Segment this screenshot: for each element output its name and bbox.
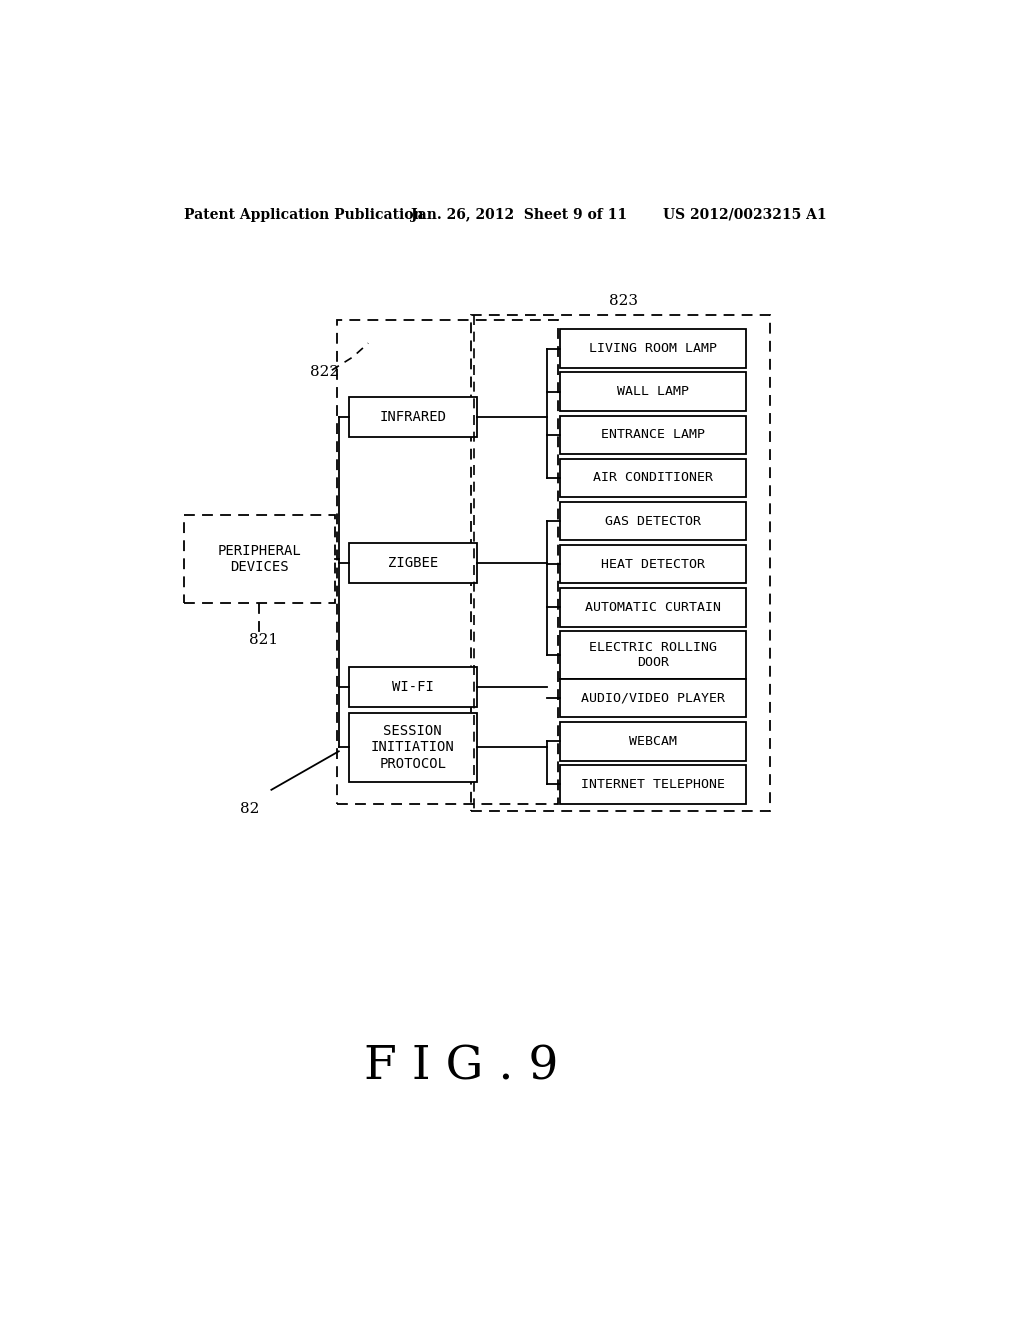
Bar — [471, 314, 770, 812]
Text: 822: 822 — [310, 364, 339, 379]
Bar — [560, 330, 746, 368]
Text: AIR CONDITIONER: AIR CONDITIONER — [594, 471, 714, 484]
Text: PERIPHERAL
DEVICES: PERIPHERAL DEVICES — [217, 544, 301, 574]
Text: LIVING ROOM LAMP: LIVING ROOM LAMP — [590, 342, 718, 355]
Text: 821: 821 — [249, 634, 279, 647]
Bar — [560, 766, 746, 804]
Bar — [560, 545, 746, 583]
Text: HEAT DETECTOR: HEAT DETECTOR — [601, 557, 706, 570]
Text: 82: 82 — [241, 803, 260, 816]
Bar — [349, 397, 477, 437]
Text: Jan. 26, 2012  Sheet 9 of 11: Jan. 26, 2012 Sheet 9 of 11 — [411, 207, 627, 222]
Bar — [560, 372, 746, 411]
Text: ELECTRIC ROLLING
DOOR: ELECTRIC ROLLING DOOR — [590, 642, 718, 669]
Bar — [349, 544, 477, 583]
Text: Patent Application Publication: Patent Application Publication — [183, 207, 424, 222]
Text: US 2012/0023215 A1: US 2012/0023215 A1 — [663, 207, 826, 222]
Bar — [560, 678, 746, 718]
Bar — [337, 321, 558, 804]
Bar — [560, 589, 746, 627]
Bar — [560, 722, 746, 760]
Text: WI-FI: WI-FI — [392, 680, 434, 693]
Bar — [349, 667, 477, 706]
Text: 823: 823 — [608, 294, 638, 308]
Text: WALL LAMP: WALL LAMP — [617, 385, 689, 399]
Text: ZIGBEE: ZIGBEE — [388, 557, 438, 570]
Text: AUDIO/VIDEO PLAYER: AUDIO/VIDEO PLAYER — [582, 692, 725, 705]
Bar — [560, 502, 746, 540]
Text: INTERNET TELEPHONE: INTERNET TELEPHONE — [582, 777, 725, 791]
Text: AUTOMATIC CURTAIN: AUTOMATIC CURTAIN — [586, 601, 722, 614]
Bar — [349, 713, 477, 781]
Bar — [560, 631, 746, 678]
Text: WEBCAM: WEBCAM — [630, 735, 678, 748]
Bar — [560, 459, 746, 498]
Text: SESSION
INITIATION
PROTOCOL: SESSION INITIATION PROTOCOL — [371, 725, 455, 771]
Text: INFRARED: INFRARED — [379, 411, 446, 424]
Bar — [560, 416, 746, 454]
Text: ENTRANCE LAMP: ENTRANCE LAMP — [601, 428, 706, 441]
Text: GAS DETECTOR: GAS DETECTOR — [605, 515, 701, 528]
Text: F I G . 9: F I G . 9 — [365, 1044, 558, 1089]
Bar — [183, 515, 335, 603]
